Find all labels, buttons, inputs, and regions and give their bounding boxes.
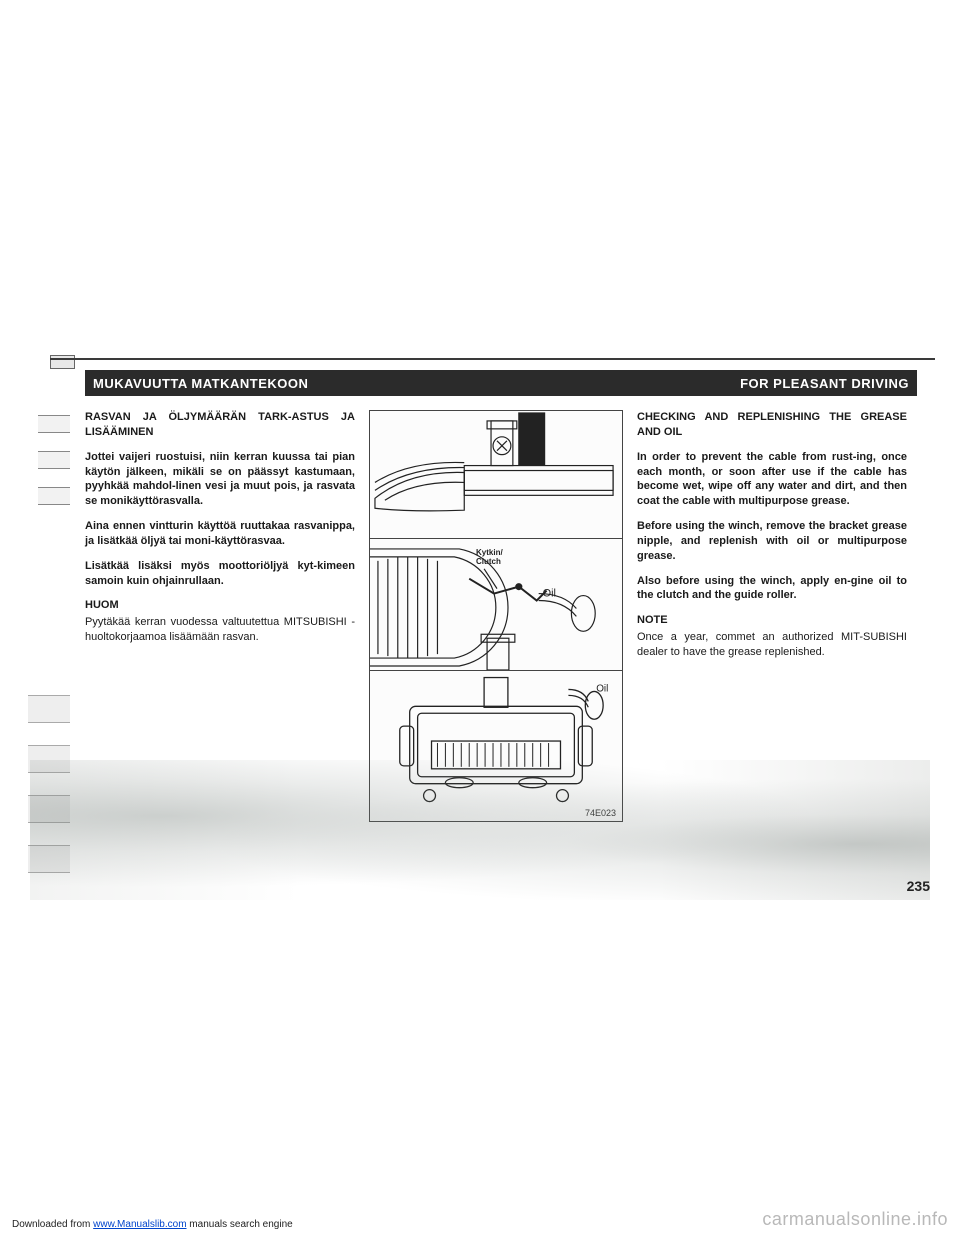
footer-link[interactable]: www.Manualslib.com bbox=[93, 1219, 186, 1230]
column-finnish: RASVAN JA ÖLJYMÄÄRÄN TARK-ASTUS JA LISÄÄ… bbox=[85, 410, 355, 822]
three-columns: RASVAN JA ÖLJYMÄÄRÄN TARK-ASTUS JA LISÄÄ… bbox=[85, 410, 917, 822]
para-fi-1: Jottei vaijeri ruostuisi, niin kerran ku… bbox=[85, 450, 355, 509]
edge-tab bbox=[28, 845, 70, 873]
heading-fi: RASVAN JA ÖLJYMÄÄRÄN TARK-ASTUS JA LISÄÄ… bbox=[85, 410, 355, 440]
manual-page: MUKAVUUTTA MATKANTEKOON FOR PLEASANT DRI… bbox=[0, 0, 960, 1242]
figure-grease-nipple bbox=[370, 411, 622, 539]
figure-label-clutch: Kytkin/ Clutch bbox=[476, 549, 503, 567]
page-number: 235 bbox=[907, 878, 930, 894]
edge-tabs-lower bbox=[28, 695, 70, 895]
section-header-bar: MUKAVUUTTA MATKANTEKOON FOR PLEASANT DRI… bbox=[85, 370, 917, 396]
figure-clutch: Kytkin/ Clutch bbox=[370, 539, 622, 671]
note-fi: Pyytäkää kerran vuodessa valtuutettua MI… bbox=[85, 615, 355, 645]
para-fi-2: Aina ennen vintturin käyttöä ruuttakaa r… bbox=[85, 519, 355, 549]
figure-roller: Oil 74E023 bbox=[370, 671, 622, 821]
edge-tab bbox=[28, 745, 70, 773]
header-right: FOR PLEASANT DRIVING bbox=[740, 376, 909, 391]
note-label-fi: HUOM bbox=[85, 598, 355, 613]
watermark: carmanualsonline.info bbox=[762, 1209, 948, 1230]
edge-tab bbox=[28, 795, 70, 823]
figure-svg-1 bbox=[370, 411, 622, 538]
note-en: Once a year, commet an authorized MIT-SU… bbox=[637, 630, 907, 660]
edge-tab bbox=[38, 487, 70, 505]
figure-number: 74E023 bbox=[585, 808, 616, 818]
edge-tab bbox=[28, 695, 70, 723]
footer-prefix: Downloaded from bbox=[12, 1219, 93, 1230]
para-en-1: In order to prevent the cable from rust-… bbox=[637, 450, 907, 509]
footer-suffix: manuals search engine bbox=[187, 1219, 293, 1230]
rule-top bbox=[50, 358, 935, 360]
content-area: MUKAVUUTTA MATKANTEKOON FOR PLEASANT DRI… bbox=[85, 370, 935, 822]
para-en-2: Before using the winch, remove the brack… bbox=[637, 519, 907, 564]
column-english: CHECKING AND REPLENISHING THE GREASE AND… bbox=[637, 410, 907, 822]
para-en-3: Also before using the winch, apply en-gi… bbox=[637, 574, 907, 604]
note-label-en: NOTE bbox=[637, 613, 907, 628]
edge-tabs-upper bbox=[38, 415, 70, 523]
para-fi-3: Lisätkää lisäksi myös moottoriöljyä kyt-… bbox=[85, 559, 355, 589]
edge-tab bbox=[38, 415, 70, 433]
figure-svg-3: Oil bbox=[370, 671, 622, 821]
column-figures: Kytkin/ Clutch bbox=[369, 410, 623, 822]
edge-tab bbox=[38, 451, 70, 469]
header-left: MUKAVUUTTA MATKANTEKOON bbox=[93, 376, 308, 391]
svg-text:Oil: Oil bbox=[543, 588, 556, 600]
heading-en: CHECKING AND REPLENISHING THE GREASE AND… bbox=[637, 410, 907, 440]
figure-stack: Kytkin/ Clutch bbox=[369, 410, 623, 822]
footer-download: Downloaded from www.Manualslib.com manua… bbox=[12, 1219, 293, 1230]
svg-text:Oil: Oil bbox=[596, 683, 608, 694]
